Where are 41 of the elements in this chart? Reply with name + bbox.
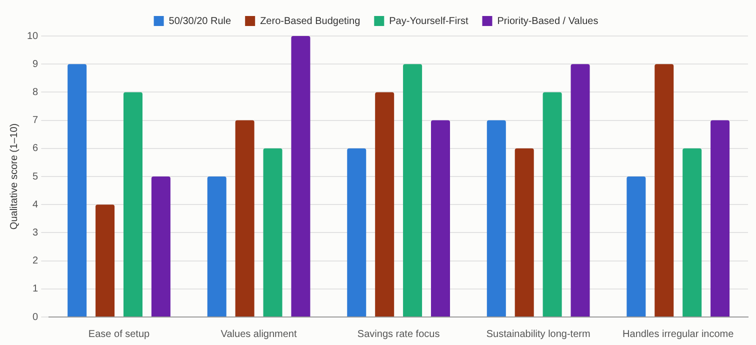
y-tick-label: 3 bbox=[32, 227, 39, 238]
y-tick-label: 7 bbox=[32, 115, 39, 126]
bar bbox=[710, 120, 730, 316]
bar bbox=[263, 148, 282, 316]
y-axis-title: Qualitative score (1–10) bbox=[8, 123, 20, 230]
y-tick-label: 10 bbox=[27, 30, 39, 42]
y-tick-label: 0 bbox=[32, 312, 39, 323]
bar bbox=[291, 36, 310, 316]
bar bbox=[486, 120, 506, 316]
y-tick-label: 4 bbox=[32, 199, 39, 210]
bar bbox=[375, 92, 394, 316]
bar bbox=[542, 92, 562, 316]
bar bbox=[207, 176, 226, 316]
bar bbox=[682, 148, 702, 316]
y-tick-label: 6 bbox=[32, 143, 39, 154]
bar bbox=[403, 64, 422, 316]
bar bbox=[123, 92, 142, 316]
x-tick-label: Savings rate focus bbox=[357, 328, 440, 340]
bar bbox=[654, 64, 674, 316]
legend-label: Priority-Based / Values bbox=[497, 16, 598, 27]
bar bbox=[151, 176, 170, 316]
bar bbox=[570, 64, 590, 316]
y-tick-label: 9 bbox=[32, 58, 39, 70]
y-tick-label: 1 bbox=[32, 284, 39, 295]
bar bbox=[626, 176, 646, 316]
y-tick-label: 2 bbox=[32, 256, 39, 267]
bar bbox=[430, 120, 450, 316]
bar bbox=[235, 120, 254, 316]
x-tick-label: Sustainability long-term bbox=[486, 328, 590, 340]
legend-label: 50/30/20 Rule bbox=[168, 16, 232, 27]
legend-label: Zero-Based Budgeting bbox=[260, 16, 360, 27]
bar bbox=[96, 204, 115, 316]
legend-label: Pay-Yourself-First bbox=[389, 16, 468, 27]
x-tick-label: Handles irregular income bbox=[622, 328, 734, 340]
y-tick-label: 5 bbox=[32, 171, 39, 182]
x-tick-label: Ease of setup bbox=[88, 328, 150, 340]
bar bbox=[68, 64, 87, 316]
bar bbox=[347, 148, 366, 316]
x-tick-label: Values alignment bbox=[220, 328, 297, 340]
bar bbox=[514, 148, 534, 316]
y-tick-label: 8 bbox=[32, 86, 39, 98]
